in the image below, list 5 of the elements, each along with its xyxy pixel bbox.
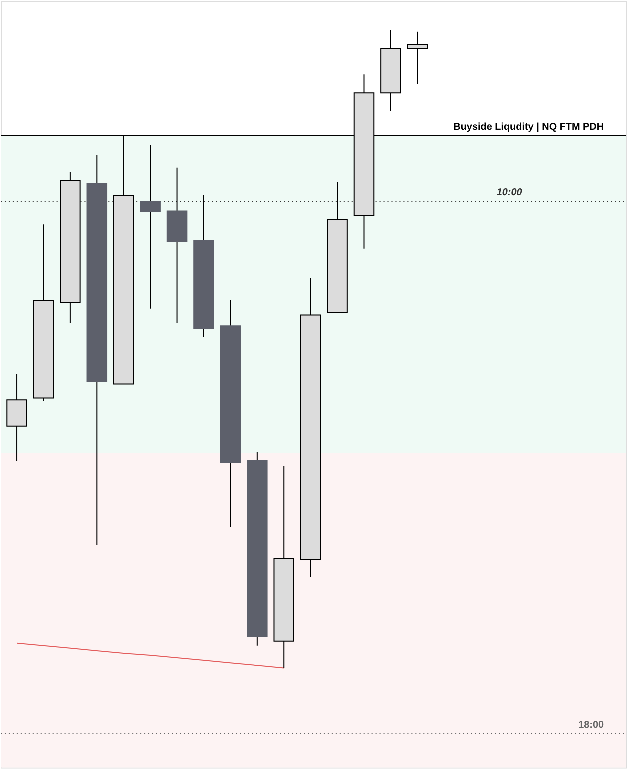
candlestick <box>407 31 428 85</box>
ref-line-label: 18:00 <box>578 720 605 731</box>
candlestick <box>140 145 161 310</box>
annotation: 10:00 <box>496 188 523 199</box>
ref-line-label: Buyside Liqudity | NQ FTM PDH <box>454 122 604 133</box>
